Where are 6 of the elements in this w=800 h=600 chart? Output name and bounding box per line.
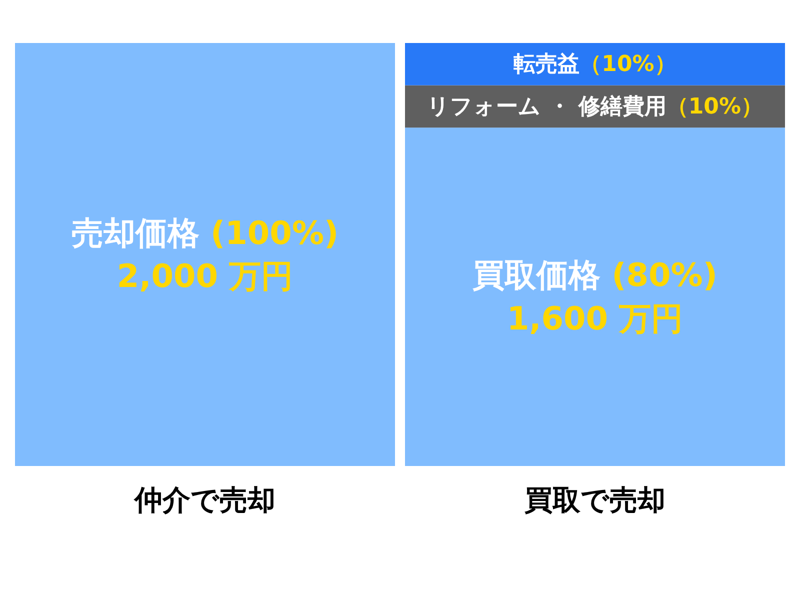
x-tick-label: 仲介で売却	[134, 484, 276, 516]
data-label: 転売益（10%）	[514, 52, 676, 77]
data-label: リフォーム ・ 修繕費用（10%）	[427, 94, 763, 119]
data-label: 売却価格 (100%) 2,000 万円	[71, 214, 339, 296]
data-label: 買取価格 (80%) 1,600 万円	[472, 256, 718, 338]
x-tick-label: 買取で売却	[524, 484, 666, 516]
